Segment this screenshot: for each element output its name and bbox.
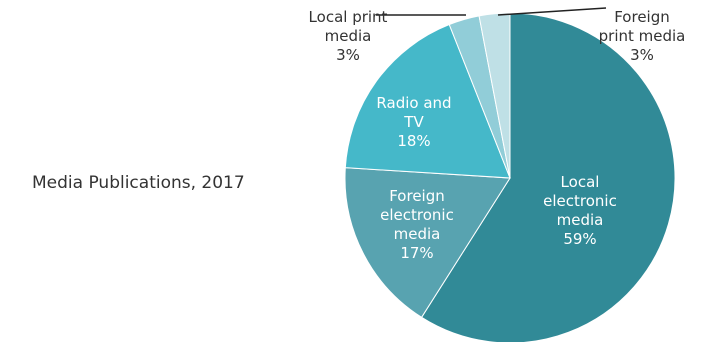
slice-label: Foreign electronic media 17% <box>380 187 454 262</box>
slice-label: Local electronic media 59% <box>543 173 617 248</box>
slice-label-line: Local <box>561 173 600 191</box>
pie-slice <box>420 12 676 342</box>
slice-label: Foreign print media 3% <box>599 8 686 64</box>
slice-label: Local print media 3% <box>309 8 388 64</box>
slice-value: 18% <box>397 132 430 150</box>
slice-label-line: media <box>325 27 372 45</box>
leader-line <box>497 7 607 16</box>
slice-label-line: Radio and <box>376 94 451 112</box>
slice-label-line: electronic <box>543 192 617 210</box>
slice-value: 17% <box>400 244 433 262</box>
slice-label: Radio and TV 18% <box>376 94 451 150</box>
slice-value: 3% <box>336 46 360 64</box>
slice-label-line: Foreign <box>389 187 445 205</box>
slice-label-line: media <box>557 211 604 229</box>
pie-slice <box>344 23 511 179</box>
slice-label-line: media <box>394 225 441 243</box>
slice-label-line: electronic <box>380 206 454 224</box>
slice-value: 59% <box>563 230 596 248</box>
pie-slice <box>478 12 511 179</box>
slice-label-line: Foreign <box>614 8 670 26</box>
chart-title: Media Publications, 2017 <box>32 173 245 193</box>
slice-label-line: TV <box>403 113 424 131</box>
slice-label-line: Local print <box>309 8 388 26</box>
pie-slice <box>344 167 511 319</box>
slice-value: 3% <box>630 46 654 64</box>
slice-label-line: print media <box>599 27 686 45</box>
